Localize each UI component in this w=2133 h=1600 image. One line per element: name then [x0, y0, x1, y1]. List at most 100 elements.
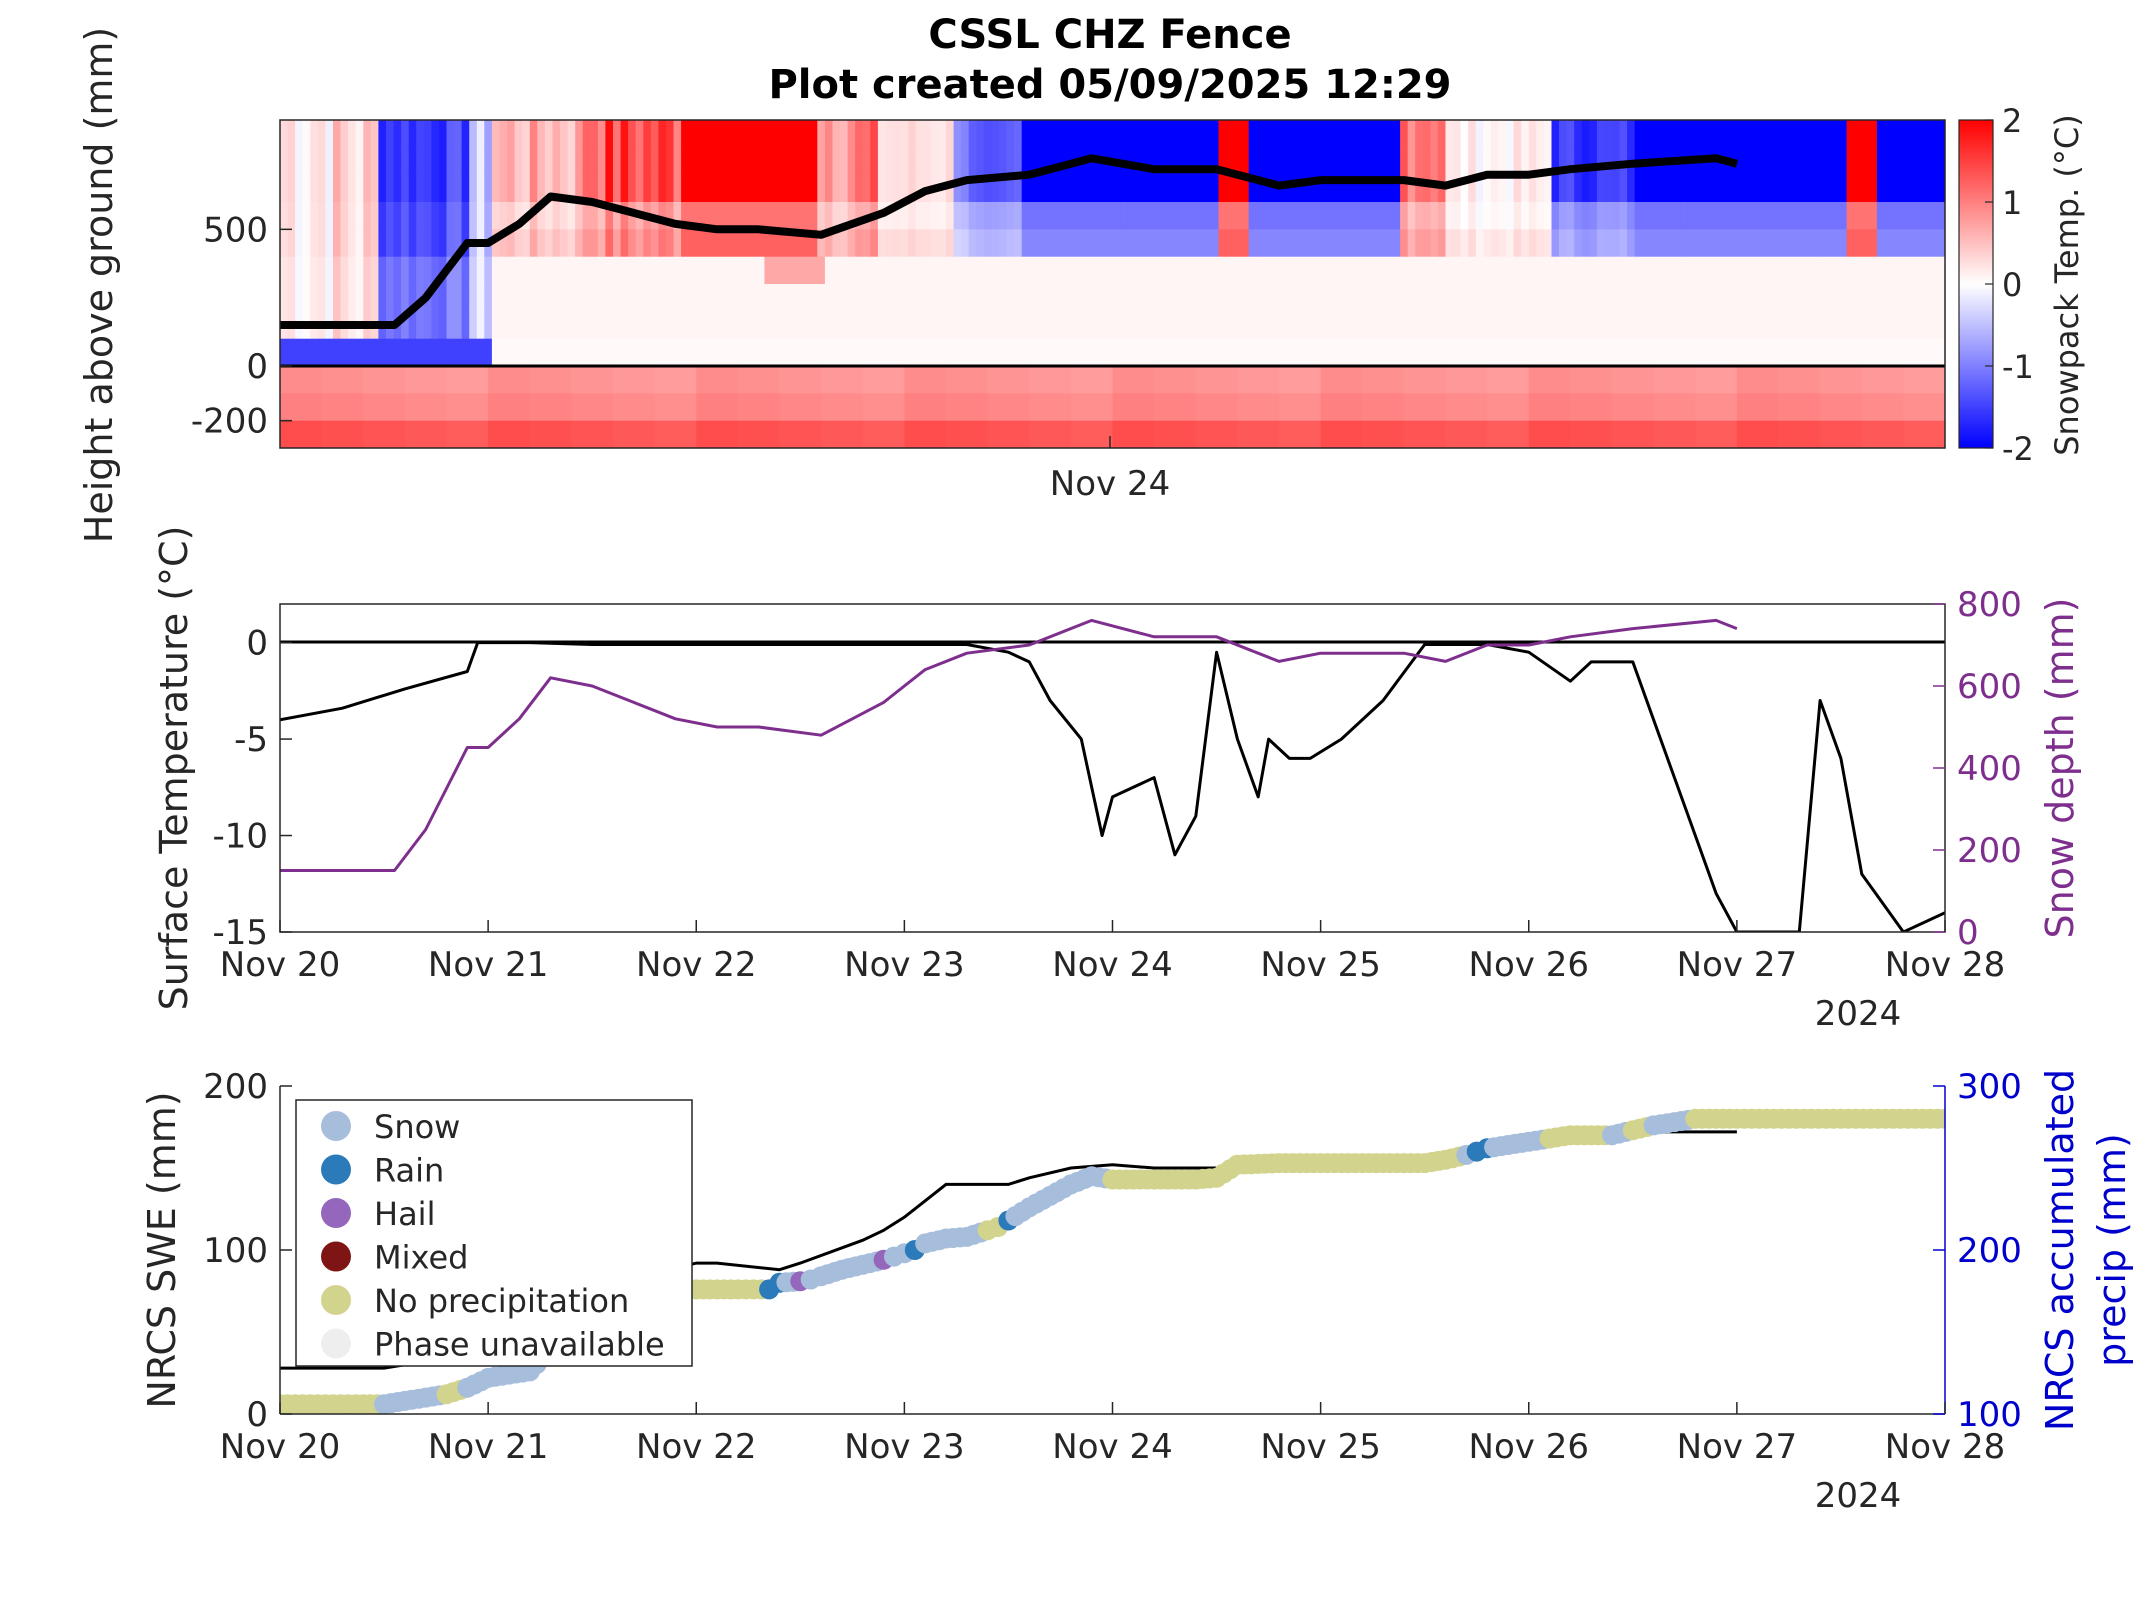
heatmap-cell: [1422, 174, 1432, 203]
heatmap-cell: [325, 229, 334, 258]
heatmap-cell: [1816, 120, 1825, 148]
heatmap-cell: [1203, 284, 1212, 312]
heatmap-cell: [1733, 256, 1742, 285]
heatmap-cell: [1823, 120, 1833, 148]
heatmap-cell: [688, 120, 698, 148]
heatmap-cell: [1657, 174, 1666, 203]
heatmap-cell: [1786, 174, 1795, 203]
heatmap-cell: [529, 311, 539, 340]
heatmap-cell: [597, 202, 607, 230]
heatmap-cell: [741, 147, 751, 176]
heatmap-cell: [953, 120, 962, 148]
heatmap-cell: [961, 284, 970, 312]
heatmap-cell: [1899, 120, 1908, 148]
heatmap-cell: [1347, 202, 1356, 230]
heatmap-cell: [1052, 256, 1061, 285]
heatmap-cell: [1876, 147, 1886, 176]
heatmap-cell: [280, 420, 323, 448]
heatmap-cell: [1725, 338, 1734, 367]
heatmap-cell: [340, 147, 349, 176]
heatmap-cell: [1922, 120, 1931, 148]
heatmap-cell: [1831, 284, 1840, 312]
heatmap-cell: [401, 256, 410, 285]
heatmap-cell: [1059, 147, 1068, 176]
heatmap-cell: [1808, 311, 1818, 340]
heatmap-cell: [1755, 120, 1765, 148]
heatmap-cell: [1536, 338, 1545, 367]
heatmap-cell: [416, 311, 425, 340]
heatmap-cell: [1778, 284, 1787, 312]
heatmap-cell: [1362, 229, 1371, 258]
heatmap-cell: [1892, 147, 1901, 176]
heatmap-cell: [1195, 147, 1205, 176]
heatmap-cell: [1195, 393, 1239, 422]
heatmap-cell: [741, 338, 751, 367]
heatmap-cell: [280, 284, 289, 312]
heatmap-cell: [370, 174, 380, 203]
heatmap-cell: [393, 229, 402, 258]
heatmap-cell: [552, 284, 561, 312]
heatmap-cell: [900, 120, 909, 148]
heatmap-cell: [1127, 284, 1136, 312]
heatmap-cell: [620, 284, 629, 312]
heatmap-cell: [1808, 147, 1818, 176]
heatmap-cell: [1286, 311, 1295, 340]
heatmap-cell: [1903, 366, 1945, 394]
heatmap-cell: [348, 256, 357, 285]
heatmap-cell: [302, 256, 312, 285]
heatmap-cell: [1604, 311, 1613, 340]
heatmap-cell: [840, 147, 849, 176]
heatmap-cell: [1241, 311, 1250, 340]
heatmap-cell: [1876, 284, 1886, 312]
heatmap-cell: [1173, 284, 1182, 312]
heatmap-cell: [666, 311, 675, 340]
heatmap-cell: [1316, 284, 1326, 312]
heatmap-cell: [1627, 311, 1636, 340]
heatmap-cell: [893, 284, 902, 312]
heatmap-cell: [1294, 202, 1303, 230]
heatmap-cell: [582, 229, 592, 258]
heatmap-cell: [711, 229, 720, 258]
heatmap-cell: [893, 338, 902, 367]
y-tick-label: -200: [191, 402, 268, 442]
heatmap-cell: [1082, 256, 1091, 285]
heatmap-cell: [1218, 229, 1227, 258]
heatmap-cell: [1793, 311, 1802, 340]
heatmap-cell: [908, 229, 917, 258]
heatmap-cell: [885, 284, 894, 312]
heatmap-cell: [855, 120, 864, 148]
heatmap-cell: [862, 366, 906, 394]
heatmap-cell: [1403, 393, 1447, 422]
heatmap-cell: [340, 284, 349, 312]
heatmap-cell: [824, 338, 834, 367]
heatmap-cell: [408, 284, 418, 312]
heatmap-cell: [1718, 311, 1727, 340]
heatmap-cell: [1903, 393, 1945, 422]
heatmap-cell: [1324, 202, 1333, 230]
heatmap-cell: [953, 311, 962, 340]
heatmap-cell: [1339, 338, 1348, 367]
heatmap-cell: [1468, 120, 1477, 148]
heatmap-cell: [1695, 256, 1704, 285]
heatmap-cell: [1044, 256, 1053, 285]
x-tick-label: Nov 27: [1677, 1427, 1797, 1467]
heatmap-cell: [802, 120, 811, 148]
heatmap-cell: [1127, 338, 1136, 367]
heatmap-cell: [794, 120, 803, 148]
heatmap-cell: [1710, 202, 1719, 230]
heatmap-cell: [1241, 202, 1250, 230]
heatmap-cell: [1150, 311, 1159, 340]
heatmap-cell: [1710, 256, 1719, 285]
heatmap-cell: [764, 284, 773, 312]
heatmap-cell: [1127, 202, 1136, 230]
heatmap-cell: [696, 256, 705, 285]
heatmap-cell: [1385, 120, 1394, 148]
heatmap-cell: [499, 284, 508, 312]
heatmap-cell: [1241, 284, 1250, 312]
heatmap-cell: [991, 147, 1000, 176]
heatmap-cell: [961, 174, 970, 203]
heatmap-cell: [1490, 338, 1500, 367]
heatmap-cell: [1271, 202, 1280, 230]
